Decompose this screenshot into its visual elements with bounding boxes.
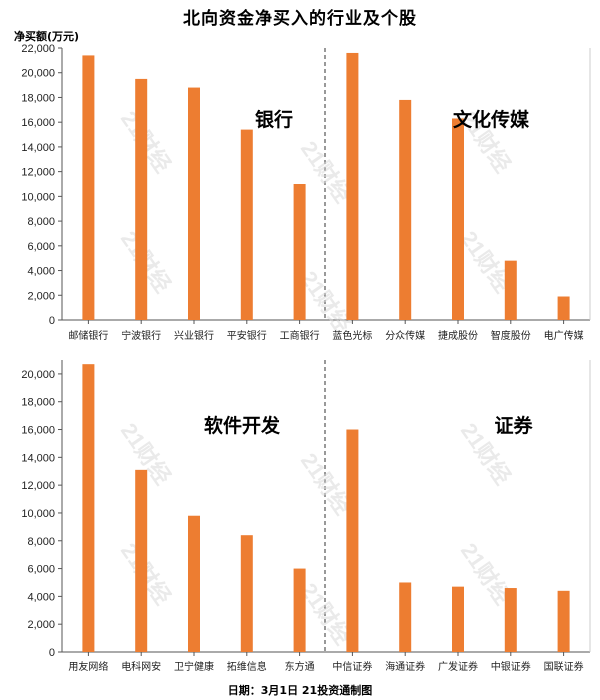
bar bbox=[188, 515, 200, 652]
group-label: 软件开发 bbox=[204, 414, 281, 437]
y-tick-label: 4,000 bbox=[27, 591, 55, 603]
y-tick-label: 16,000 bbox=[21, 117, 55, 129]
y-tick-label: 16,000 bbox=[21, 425, 55, 437]
x-category-label: 广发证券 bbox=[438, 660, 478, 673]
y-tick-label: 6,000 bbox=[27, 564, 55, 576]
bar bbox=[240, 535, 253, 652]
y-tick-label: 4,000 bbox=[27, 266, 55, 278]
x-category-label: 国联证券 bbox=[544, 660, 584, 673]
bar bbox=[504, 588, 517, 652]
y-tick-label: 10,000 bbox=[21, 191, 55, 203]
x-category-label: 兴业银行 bbox=[174, 329, 214, 342]
x-category-label: 电科网安 bbox=[121, 660, 161, 673]
y-tick-label: 2,000 bbox=[27, 619, 55, 631]
y-tick-label: 20,000 bbox=[21, 68, 55, 80]
x-category-label: 蓝色光标 bbox=[332, 329, 372, 342]
group-label: 证券 bbox=[494, 414, 533, 437]
x-category-label: 中银证券 bbox=[491, 660, 531, 673]
bar bbox=[82, 55, 95, 320]
bar bbox=[452, 586, 464, 652]
x-category-label: 拓维信息 bbox=[227, 660, 267, 673]
y-tick-label: 8,000 bbox=[27, 216, 55, 228]
y-tick-label: 12,000 bbox=[21, 167, 55, 179]
x-category-label: 邮储银行 bbox=[68, 329, 108, 342]
bar bbox=[399, 582, 412, 652]
bar bbox=[135, 469, 148, 652]
page-title: 北向资金净买入的行业及个股 bbox=[183, 9, 417, 29]
bar bbox=[346, 429, 359, 652]
bar bbox=[557, 590, 570, 652]
bar bbox=[504, 260, 517, 320]
x-category-label: 捷成股份 bbox=[438, 329, 478, 342]
y-tick-label: 6,000 bbox=[27, 241, 55, 253]
bar bbox=[452, 118, 464, 321]
x-category-label: 东方通 bbox=[285, 660, 315, 673]
y-tick-label: 12,000 bbox=[21, 480, 55, 492]
x-category-label: 卫宁健康 bbox=[174, 660, 214, 673]
y-tick-label: 10,000 bbox=[21, 508, 55, 520]
y-tick-label: 18,000 bbox=[21, 397, 55, 409]
x-category-label: 分众传媒 bbox=[385, 330, 425, 342]
y-tick-label: 2,000 bbox=[27, 290, 55, 302]
y-tick-label: 18,000 bbox=[21, 92, 55, 104]
y-axis-unit-label: 净买额(万元) bbox=[14, 30, 80, 43]
bar bbox=[82, 364, 95, 652]
x-category-label: 海通证券 bbox=[385, 660, 425, 673]
bar bbox=[346, 52, 359, 320]
y-tick-label: 20,000 bbox=[21, 369, 55, 381]
bar bbox=[399, 99, 412, 320]
y-tick-label: 0 bbox=[49, 315, 55, 327]
group-label: 文化传媒 bbox=[453, 108, 530, 131]
bar bbox=[293, 568, 306, 652]
x-category-label: 中信证券 bbox=[332, 660, 372, 673]
x-category-label: 平安银行 bbox=[227, 329, 267, 342]
bar bbox=[188, 87, 200, 321]
x-category-label: 用友网络 bbox=[68, 660, 108, 673]
bar bbox=[293, 184, 306, 320]
bar bbox=[135, 78, 148, 320]
y-tick-label: 0 bbox=[49, 647, 55, 659]
footer-caption: 日期：3月1日 21投资通制图 bbox=[227, 684, 373, 697]
x-category-label: 工商银行 bbox=[280, 329, 320, 342]
y-tick-label: 8,000 bbox=[27, 536, 55, 548]
y-tick-label: 14,000 bbox=[21, 452, 55, 464]
bar bbox=[240, 129, 253, 320]
bar bbox=[557, 296, 570, 320]
x-category-label: 宁波银行 bbox=[121, 329, 161, 342]
y-tick-label: 22,000 bbox=[21, 43, 55, 55]
y-tick-label: 14,000 bbox=[21, 142, 55, 154]
x-category-label: 电广传媒 bbox=[544, 329, 584, 342]
x-category-label: 智度股份 bbox=[491, 329, 531, 342]
group-label: 银行 bbox=[255, 108, 293, 131]
